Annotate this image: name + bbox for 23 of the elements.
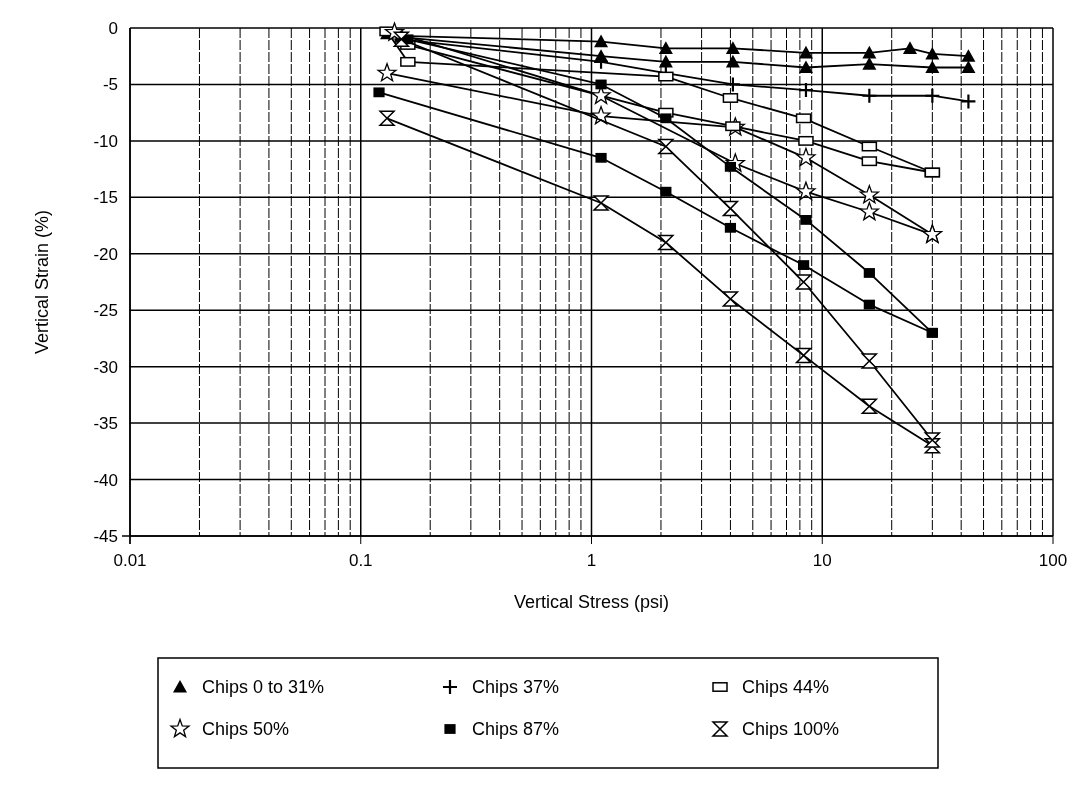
legend-label: Chips 37% bbox=[472, 677, 560, 697]
legend-label: Chips 87% bbox=[472, 719, 560, 739]
y-tick-label: 0 bbox=[108, 19, 118, 38]
y-tick-label: -15 bbox=[93, 188, 118, 208]
y-tick-label: -30 bbox=[93, 357, 118, 377]
y-axis-title: Vertical Strain (%) bbox=[32, 209, 52, 355]
x-tick-label: 100 bbox=[1038, 551, 1068, 570]
legend-label: Chips 0 to 31% bbox=[202, 677, 325, 697]
legend-label: Chips 50% bbox=[202, 719, 290, 739]
y-tick-label: -25 bbox=[93, 301, 118, 321]
y-tick-label: -45 bbox=[93, 527, 118, 546]
y-tick-label: -10 bbox=[93, 131, 118, 151]
y-tick-label: -20 bbox=[93, 244, 118, 264]
x-axis-title: Vertical Stress (psi) bbox=[513, 592, 670, 612]
y-tick-label: -40 bbox=[93, 470, 118, 490]
x-tick-label: 10 bbox=[812, 551, 832, 570]
y-tick-label: -5 bbox=[102, 75, 118, 95]
x-tick-label: 0.01 bbox=[113, 551, 147, 570]
legend-label: Chips 100% bbox=[742, 719, 840, 739]
x-tick-label: 1 bbox=[586, 551, 597, 570]
x-tick-label: 0.1 bbox=[348, 551, 373, 570]
y-tick-label: -35 bbox=[93, 414, 118, 434]
legend-label: Chips 44% bbox=[742, 677, 830, 697]
